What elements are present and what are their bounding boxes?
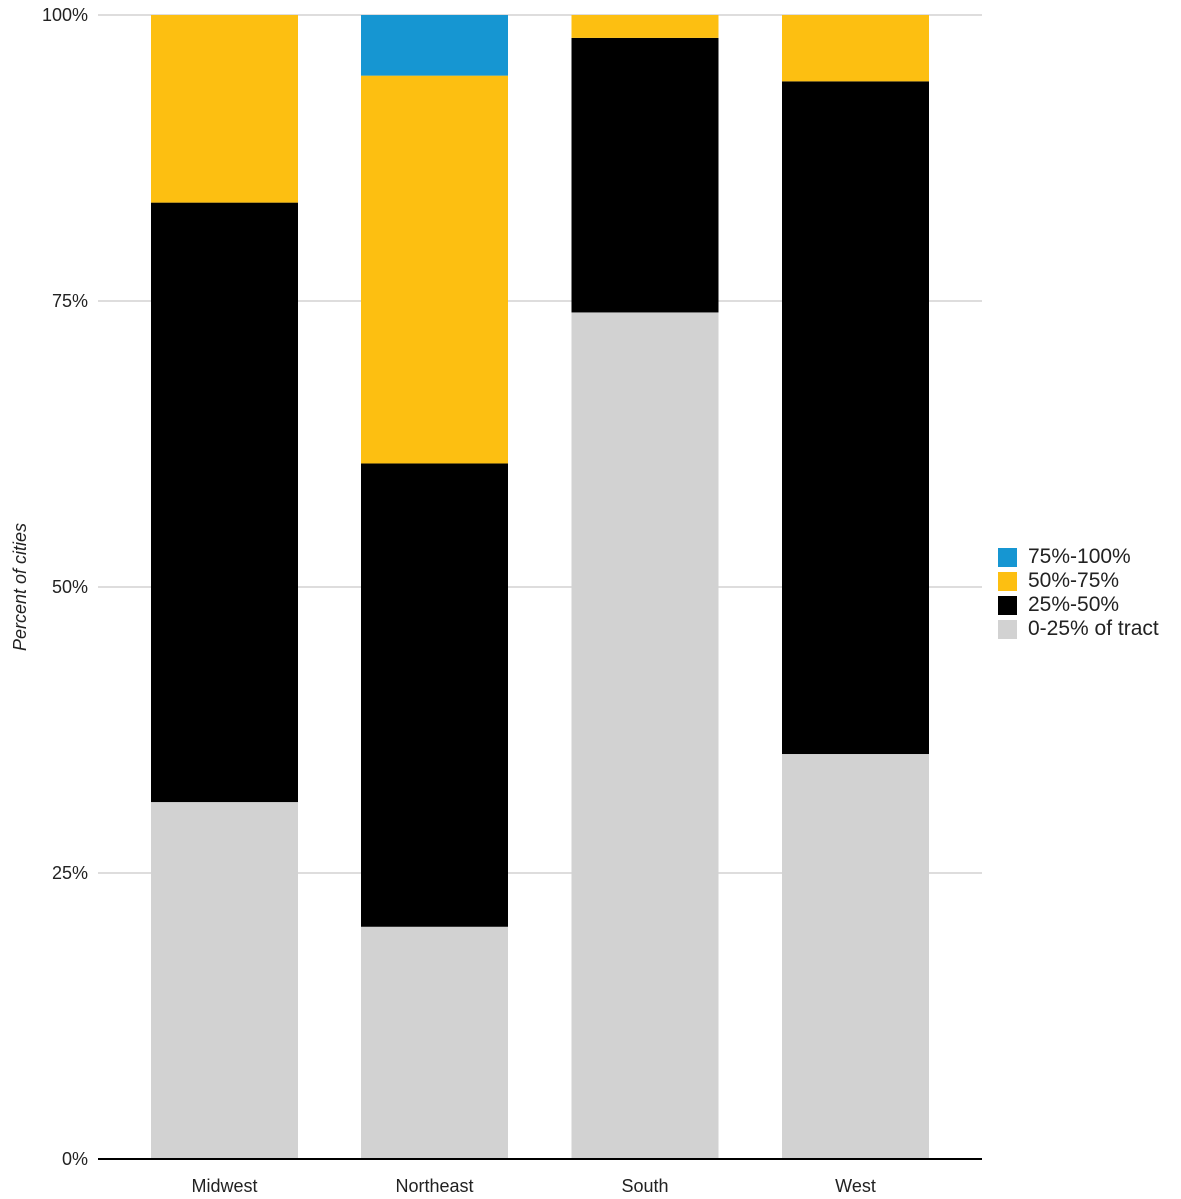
x-tick-label: South: [621, 1176, 668, 1196]
y-tick-label: 25%: [52, 863, 88, 883]
legend-label: 25%-50%: [1028, 593, 1120, 616]
x-tick-label: Midwest: [191, 1176, 257, 1196]
legend-label: 75%-100%: [1028, 545, 1131, 568]
bar-segment: [571, 15, 719, 38]
legend-swatch: [998, 619, 1017, 639]
legend-item: 25%-50%: [998, 593, 1159, 617]
bar-segment: [151, 202, 298, 803]
bar-segment: [571, 37, 719, 313]
legend-item: 0-25% of tract: [998, 617, 1159, 641]
x-tick-label: West: [835, 1176, 876, 1196]
bar-segment: [782, 15, 929, 82]
bar-segment: [151, 802, 298, 1159]
y-tick-label: 50%: [52, 577, 88, 597]
bar-segment: [361, 75, 508, 464]
bar-segment: [151, 15, 298, 203]
bar-segment: [361, 926, 508, 1159]
legend-swatch: [998, 595, 1017, 615]
bar-segment: [782, 754, 929, 1159]
bar-segment: [361, 463, 508, 927]
bars: [151, 15, 929, 1159]
legend-item: 50%-75%: [998, 569, 1159, 593]
x-tick-label: Northeast: [395, 1176, 473, 1196]
legend: 75%-100% 50%-75% 25%-50% 0-25% of tract: [998, 545, 1159, 641]
y-tick-label: 75%: [52, 291, 88, 311]
x-tick-labels: Midwest Northeast South West: [191, 1176, 875, 1196]
legend-swatch: [998, 547, 1017, 567]
bar-segment: [361, 15, 508, 76]
y-axis-title: Percent of cities: [10, 523, 30, 651]
legend-label: 0-25% of tract: [1028, 617, 1159, 640]
legend-swatch: [998, 571, 1017, 591]
y-tick-labels: 0% 25% 50% 75% 100%: [42, 5, 88, 1169]
bar-segment: [782, 81, 929, 755]
bar-segment: [571, 312, 719, 1159]
y-tick-label: 0%: [62, 1149, 88, 1169]
legend-item: 75%-100%: [998, 545, 1159, 569]
legend-label: 50%-75%: [1028, 569, 1120, 592]
y-tick-label: 100%: [42, 5, 88, 25]
